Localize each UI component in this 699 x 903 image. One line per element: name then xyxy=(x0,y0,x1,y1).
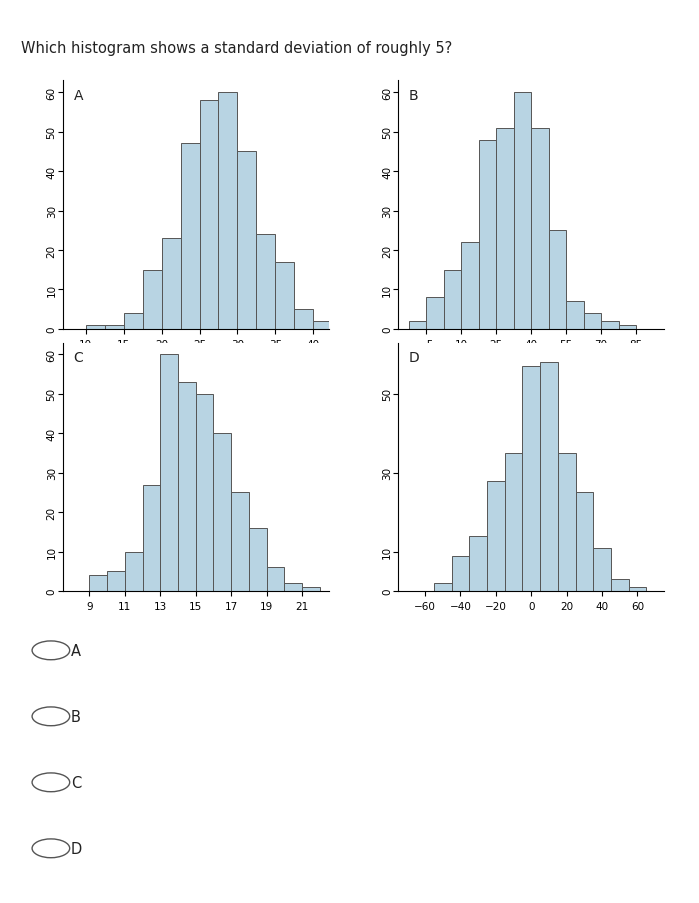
Bar xyxy=(196,395,213,591)
Bar xyxy=(452,556,469,591)
Bar xyxy=(426,298,444,330)
Bar xyxy=(284,583,302,591)
Bar xyxy=(487,481,505,591)
Bar xyxy=(266,568,284,591)
Text: D: D xyxy=(71,841,82,856)
Bar xyxy=(584,314,601,330)
Bar xyxy=(180,144,199,330)
Bar xyxy=(125,552,143,591)
Bar xyxy=(611,580,628,591)
Bar xyxy=(124,314,143,330)
Bar xyxy=(479,140,496,330)
Bar xyxy=(275,263,294,330)
Bar xyxy=(575,493,593,591)
Text: A: A xyxy=(73,88,83,103)
Bar xyxy=(213,433,231,591)
Text: C: C xyxy=(73,350,83,365)
Text: A: A xyxy=(71,643,81,658)
Bar xyxy=(540,363,558,591)
Bar xyxy=(143,485,160,591)
Bar xyxy=(628,588,647,591)
Bar xyxy=(231,493,249,591)
Bar xyxy=(549,231,566,330)
Bar xyxy=(302,588,319,591)
Bar xyxy=(199,101,219,330)
Bar xyxy=(160,355,178,591)
Bar xyxy=(409,321,426,330)
Bar xyxy=(219,93,238,330)
Bar xyxy=(531,128,549,330)
Bar xyxy=(461,243,479,330)
Bar xyxy=(161,239,180,330)
Bar xyxy=(566,302,584,330)
Bar xyxy=(434,583,452,591)
Bar xyxy=(105,326,124,330)
Text: D: D xyxy=(409,350,420,365)
Bar xyxy=(313,321,332,330)
Bar xyxy=(249,528,266,591)
Bar xyxy=(496,128,514,330)
Bar xyxy=(601,321,619,330)
Bar xyxy=(619,326,636,330)
Bar xyxy=(89,576,107,591)
Bar xyxy=(505,453,522,591)
Bar xyxy=(469,536,487,591)
Bar xyxy=(522,367,540,591)
Bar xyxy=(294,310,313,330)
Text: B: B xyxy=(71,709,81,724)
Bar xyxy=(558,453,575,591)
Text: B: B xyxy=(409,88,419,103)
Bar xyxy=(444,271,461,330)
Bar xyxy=(514,93,531,330)
Bar xyxy=(593,548,611,591)
Bar xyxy=(257,235,275,330)
Bar xyxy=(107,572,125,591)
Bar xyxy=(238,153,257,330)
Bar xyxy=(178,383,196,591)
Bar xyxy=(86,326,105,330)
Text: C: C xyxy=(71,775,81,790)
Bar xyxy=(143,271,161,330)
Text: Which histogram shows a standard deviation of roughly 5?: Which histogram shows a standard deviati… xyxy=(21,41,452,56)
